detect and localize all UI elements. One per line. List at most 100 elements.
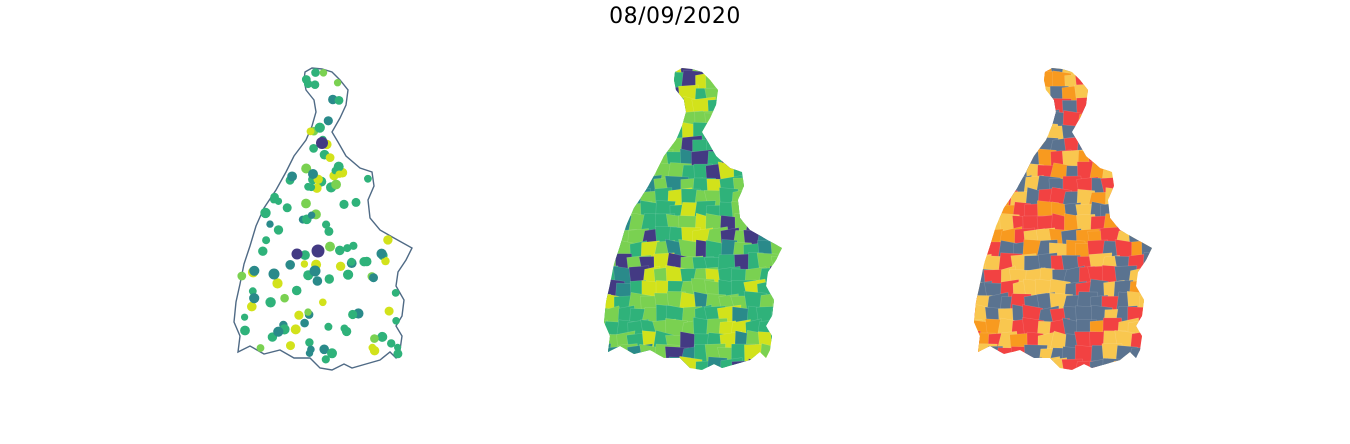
municipality-region-category: [983, 136, 1005, 159]
municipality-region-category: [1129, 174, 1151, 196]
municipality-bubble: [347, 257, 356, 266]
municipality-region-category: [1155, 356, 1177, 379]
municipality-region-category: [974, 226, 986, 255]
municipality-region-category: [1091, 369, 1115, 370]
municipality-region: [720, 371, 738, 392]
municipality-region-category: [1116, 164, 1135, 188]
municipality-region: [745, 68, 770, 81]
municipality-region: [604, 212, 615, 238]
municipality-region-category: [1113, 200, 1141, 225]
municipality-region: [693, 371, 716, 391]
municipality-region: [783, 74, 805, 91]
municipality-region: [704, 112, 727, 137]
municipality-region-category: [1090, 137, 1116, 162]
municipality-region: [734, 68, 756, 79]
municipality-region: [731, 360, 756, 370]
municipality-region-category: [1103, 384, 1122, 408]
municipality-region-category: [1156, 215, 1180, 240]
municipality-region: [640, 371, 663, 395]
municipality-region-category: [1103, 123, 1125, 146]
municipality-region-category: [1153, 188, 1177, 212]
municipality-region-category: [1024, 372, 1046, 396]
municipality-region-category: [1154, 268, 1178, 288]
municipality-region: [604, 84, 609, 108]
municipality-region: [759, 383, 781, 406]
municipality-region: [604, 99, 612, 122]
municipality-region: [760, 110, 779, 130]
municipality-bubble: [351, 197, 361, 207]
municipality-bubble: [394, 343, 402, 351]
municipality-bubble: [301, 198, 311, 209]
municipality-region: [745, 204, 771, 225]
municipality-region: [757, 122, 778, 150]
municipality-region: [604, 346, 622, 370]
municipality-region-category: [1129, 148, 1151, 172]
municipality-region-category: [1088, 97, 1109, 121]
municipality-region-category: [1167, 214, 1187, 238]
municipality-region: [729, 148, 753, 170]
municipality-bubble: [273, 225, 284, 235]
municipality-region: [640, 96, 661, 124]
municipality-region: [604, 239, 613, 263]
municipality-region-category: [1154, 126, 1177, 143]
municipality-region-category: [974, 369, 983, 370]
municipality-region: [604, 96, 627, 122]
municipality-region: [614, 176, 639, 202]
municipality-region: [769, 68, 782, 84]
municipality-bubble: [323, 116, 333, 126]
municipality-region: [786, 58, 807, 83]
municipality-bubble: [312, 276, 323, 286]
municipality-region: [604, 252, 609, 277]
municipality-region-category: [1155, 72, 1178, 93]
municipality-region-category: [1169, 318, 1191, 338]
municipality-region-category: [1115, 85, 1139, 110]
municipality-region-category: [1009, 371, 1031, 391]
municipality-region: [627, 68, 652, 82]
municipality-bubble: [306, 127, 315, 136]
municipality-region: [604, 216, 626, 238]
municipality-region: [773, 371, 796, 396]
municipality-region: [604, 122, 612, 146]
municipality-region-category: [1113, 359, 1139, 370]
municipality-region-category: [985, 187, 1006, 214]
municipality-region-category: [987, 98, 1007, 121]
municipality-region: [716, 124, 742, 148]
municipality-region-category: [1143, 305, 1152, 326]
municipality-region-category: [1074, 123, 1098, 143]
municipality-bubble: [307, 183, 316, 192]
municipality-region: [653, 84, 674, 110]
municipality-region: [589, 385, 611, 404]
municipality-region: [784, 187, 804, 211]
municipality-region-category: [998, 96, 1023, 121]
municipality-region: [641, 138, 661, 161]
municipality-region-category: [1114, 96, 1141, 117]
municipality-region-category: [1166, 123, 1193, 148]
municipality-bubble: [387, 339, 396, 348]
municipality-region: [782, 279, 805, 300]
municipality-region: [783, 111, 806, 131]
municipality-region: [797, 110, 819, 132]
municipality-bubble-large: [291, 248, 303, 260]
municipality-region-category: [1169, 73, 1188, 93]
municipality-region-category: [1127, 113, 1147, 135]
municipality-region: [591, 372, 610, 391]
municipality-region: [743, 369, 763, 370]
municipality-region: [757, 84, 782, 107]
municipality-region: [796, 175, 816, 195]
municipality-region-category: [974, 68, 984, 79]
municipality-region: [772, 71, 782, 98]
municipality-region: [720, 136, 743, 159]
municipality-bubbles: [237, 68, 403, 364]
municipality-region-category: [1065, 383, 1088, 404]
municipality-region-category: [974, 72, 981, 95]
municipality-region: [627, 86, 654, 110]
municipality-region-category: [982, 123, 1006, 148]
municipality-bubble: [290, 324, 301, 335]
municipality-bubble: [333, 161, 344, 172]
municipality-region-category: [1169, 345, 1186, 364]
municipality-bubble: [334, 96, 344, 105]
municipality-bubble: [343, 244, 352, 253]
municipality-bubble: [349, 241, 358, 250]
municipality-region: [769, 202, 782, 223]
municipality-region: [797, 96, 820, 122]
